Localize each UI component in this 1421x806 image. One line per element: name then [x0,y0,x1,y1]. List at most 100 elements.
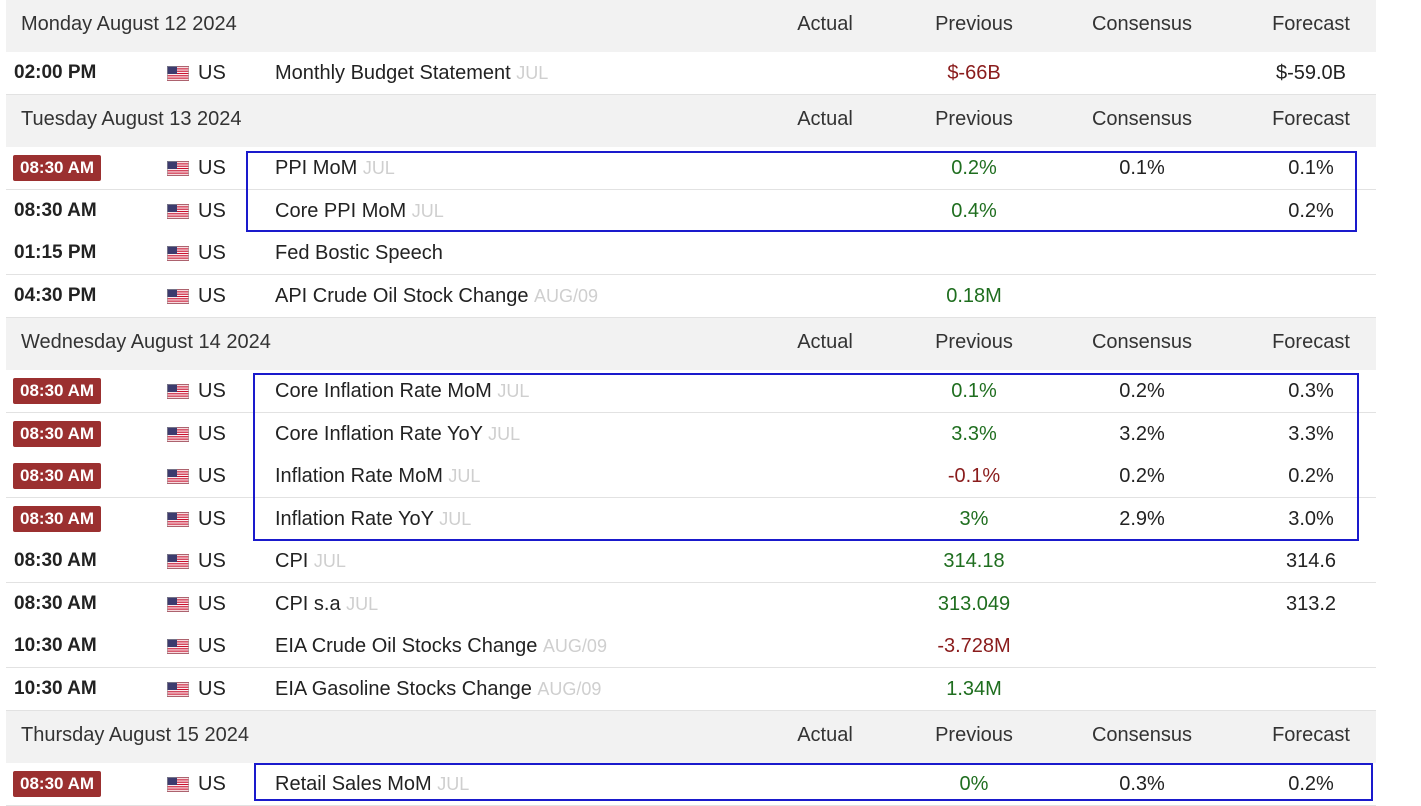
event-name-text[interactable]: Core Inflation Rate MoM [275,380,492,402]
consensus-value: 3.2% [1119,422,1165,445]
event-row[interactable]: 10:30 AM US EIA Gasoline Stocks Change AUG… [6,667,1376,711]
us-flag-icon [167,66,189,81]
event-name[interactable]: EIA Crude Oil Stocks Change AUG/09 [275,635,607,658]
event-row[interactable]: 08:30 AM US CPI s.a JUL 313.049 313.2 [6,582,1376,626]
event-name-text[interactable]: API Crude Oil Stock Change [275,284,529,307]
event-name[interactable]: Core PPI MoM JUL [275,200,444,223]
us-flag-icon [167,384,189,399]
event-country: US [198,62,226,84]
previous-value: 0.1% [951,380,997,402]
event-row[interactable]: 04:30 PM US API Crude Oil Stock Change AUG… [6,274,1376,318]
us-flag-icon [167,161,189,176]
event-row[interactable]: 08:30 AM US Inflation Rate YoY JUL 3% 2.9% 3.… [6,497,1376,541]
event-name[interactable]: Inflation Rate YoY JUL [275,508,471,531]
event-country: US [198,465,226,487]
event-name[interactable]: Core Inflation Rate YoY JUL [275,423,520,446]
event-time: 02:00 PM [14,62,97,83]
forecast-value: 0.2% [1288,199,1334,222]
event-name-text[interactable]: Monthly Budget Statement [275,62,511,84]
day-header: Tuesday August 13 2024 Actual Previous Cons… [6,95,1376,148]
consensus-value: 0.2% [1119,465,1165,487]
event-name-text[interactable]: EIA Crude Oil Stocks Change [275,635,538,657]
previous-value: 3.3% [951,422,997,445]
event-reference-period: JUL [362,158,395,178]
event-name[interactable]: PPI MoM JUL [275,157,395,180]
event-row[interactable]: 08:30 AM US Core Inflation Rate YoY JUL 3.3… [6,412,1376,456]
event-country: US [198,422,226,445]
forecast-value: 313.2 [1285,592,1337,615]
column-header-consensus[interactable]: Consensus [1091,13,1193,35]
column-header-forecast[interactable]: Forecast [1272,331,1350,353]
event-name-text[interactable]: Core PPI MoM [275,199,407,222]
forecast-value: 0.1% [1288,157,1334,179]
event-country: US [198,380,226,402]
event-country: US [198,284,226,307]
column-header-actual[interactable]: Actual [797,331,853,353]
event-row[interactable]: 08:30 AM US PPI MoM JUL 0.2% 0.1% 0.1% [6,147,1376,190]
consensus-value: 0.3% [1119,773,1165,795]
event-name-text[interactable]: Inflation Rate YoY [275,507,434,530]
previous-value: 314.18 [943,550,1005,572]
us-flag-icon [167,596,189,612]
previous-value: 313.049 [937,592,1011,615]
event-time: 10:30 AM [14,635,97,656]
consensus-value: 0.1% [1119,157,1165,179]
column-header-consensus[interactable]: Consensus [1091,108,1193,130]
event-name[interactable]: Core Inflation Rate MoM JUL [275,380,529,403]
event-name-text[interactable]: Fed Bostic Speech [275,242,443,264]
event-reference-period: JUL [313,551,346,571]
event-row[interactable]: 08:30 AM US CPI JUL 314.18 314.6 [6,540,1376,583]
event-row[interactable]: 08:30 AM US Core Inflation Rate MoM JUL 0.1… [6,370,1376,413]
event-time: 08:30 AM [14,550,97,571]
column-header-consensus[interactable]: Consensus [1091,724,1193,746]
day-header-date: Thursday August 15 2024 [21,724,249,746]
forecast-value: $-59.0B [1275,62,1347,84]
event-reference-period: JUL [346,593,379,614]
column-header-consensus[interactable]: Consensus [1091,331,1193,353]
event-name[interactable]: CPI s.a JUL [275,593,378,616]
forecast-value: 314.6 [1285,550,1337,572]
column-header-forecast[interactable]: Forecast [1272,724,1350,746]
event-name[interactable]: EIA Gasoline Stocks Change AUG/09 [275,678,601,701]
column-header-previous[interactable]: Previous [935,331,1013,353]
event-name-text[interactable]: CPI s.a [275,592,341,615]
event-reference-period: JUL [488,423,521,444]
previous-value: 0% [959,773,989,795]
event-name-text[interactable]: Inflation Rate MoM [275,465,443,487]
event-row[interactable]: 08:30 AM US Retail Sales MoM JUL 0% 0.3% 0.2% [6,763,1376,806]
event-name-text[interactable]: CPI [275,550,309,572]
event-country: US [198,242,226,264]
forecast-value: 0.2% [1288,465,1334,487]
event-time: 08:30 AM [13,155,102,181]
event-name-text[interactable]: Retail Sales MoM [275,773,432,795]
column-header-previous[interactable]: Previous [935,13,1013,35]
column-header-previous[interactable]: Previous [935,108,1013,130]
column-header-previous[interactable]: Previous [935,724,1013,746]
event-row[interactable]: 08:30 AM US Core PPI MoM JUL 0.4% 0.2% [6,189,1376,233]
column-header-forecast[interactable]: Forecast [1272,13,1350,35]
event-name[interactable]: API Crude Oil Stock Change AUG/09 [275,285,598,308]
day-header-date: Monday August 12 2024 [21,13,237,35]
previous-value: -3.728M [937,635,1011,657]
event-time: 08:30 AM [13,771,102,797]
event-name-text[interactable]: PPI MoM [275,157,358,179]
event-time: 08:30 AM [13,463,102,489]
event-row[interactable]: 02:00 PM US Monthly Budget Statement JUL $-… [6,52,1376,95]
column-header-actual[interactable]: Actual [797,108,853,130]
event-row[interactable]: 01:15 PM US Fed Bostic Speech [6,232,1376,275]
previous-value: 0.18M [946,284,1002,307]
event-name[interactable]: Monthly Budget Statement JUL [275,62,548,85]
us-flag-icon [167,203,189,219]
event-name[interactable]: Retail Sales MoM JUL [275,773,469,796]
event-row[interactable]: 08:30 AM US Inflation Rate MoM JUL -0.1% 0.2… [6,455,1376,498]
event-name-text[interactable]: Core Inflation Rate YoY [275,422,483,445]
event-name[interactable]: CPI JUL [275,550,346,573]
event-name-text[interactable]: EIA Gasoline Stocks Change [275,677,532,700]
column-header-forecast[interactable]: Forecast [1272,108,1350,130]
column-header-actual[interactable]: Actual [797,13,853,35]
event-name[interactable]: Fed Bostic Speech [275,242,443,265]
column-header-actual[interactable]: Actual [797,724,853,746]
event-name[interactable]: Inflation Rate MoM JUL [275,465,480,488]
consensus-value: 0.2% [1119,380,1165,402]
event-row[interactable]: 10:30 AM US EIA Crude Oil Stocks Change AU… [6,625,1376,668]
